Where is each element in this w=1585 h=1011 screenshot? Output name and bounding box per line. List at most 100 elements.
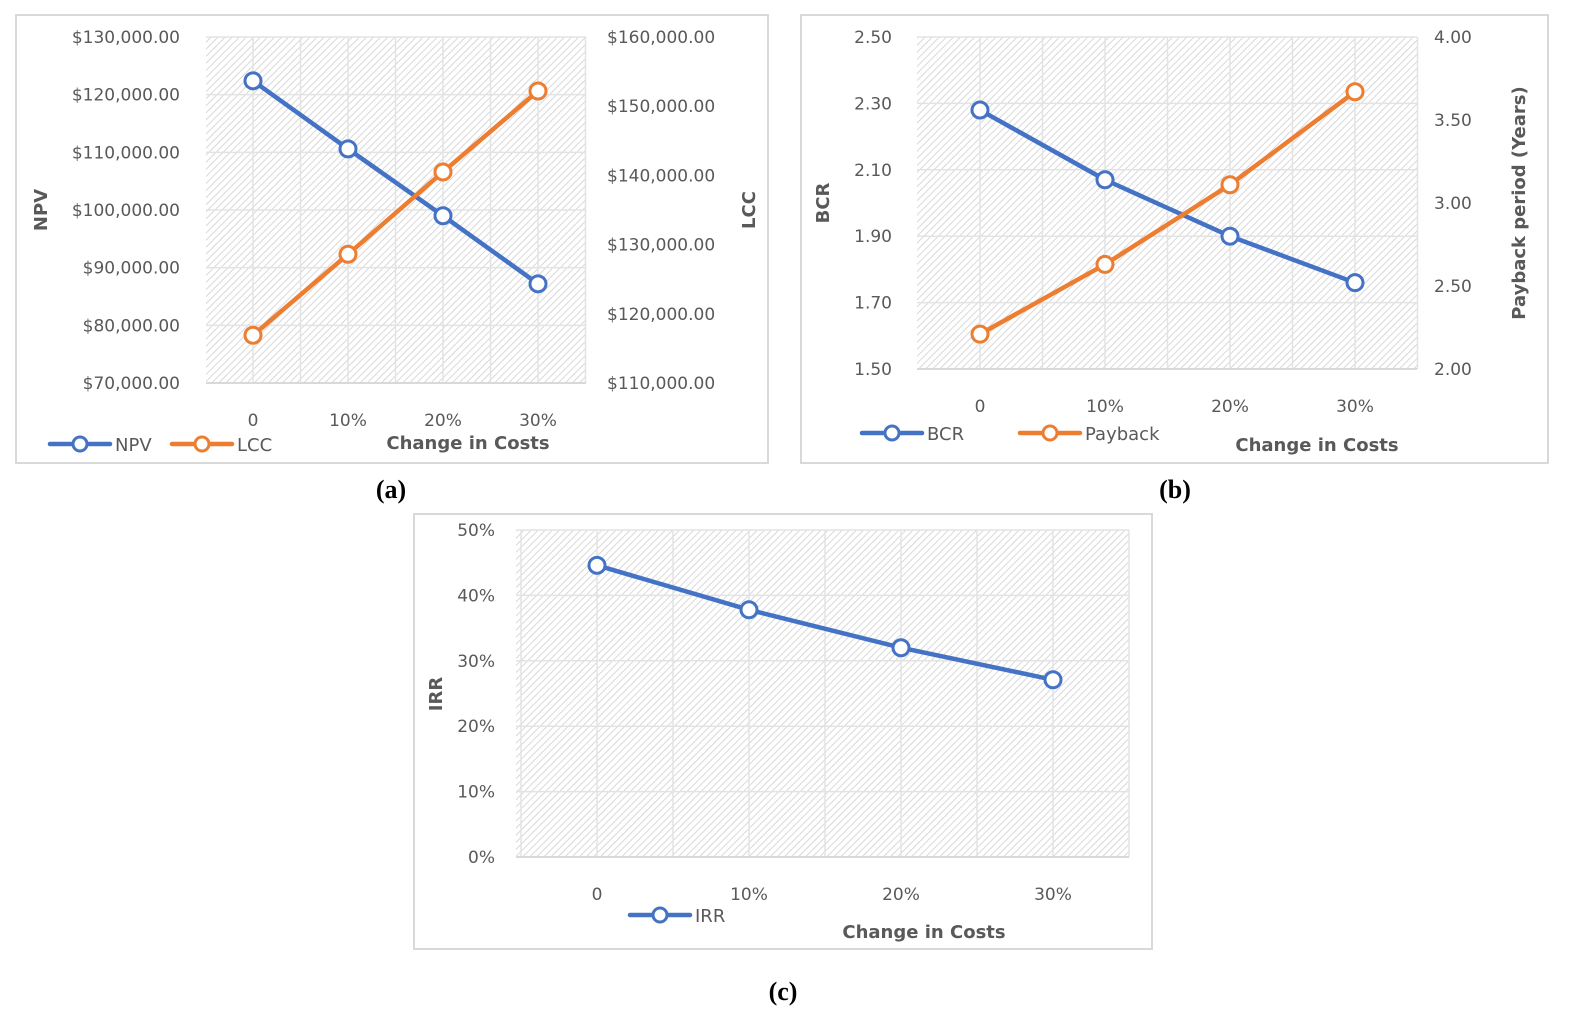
series-line-payback [978, 89, 1357, 337]
data-point-lcc [243, 325, 263, 345]
chart-c-y-axis-title: IRR [426, 677, 447, 712]
y-tick-label: $80,000.00 [83, 316, 180, 336]
plot-background [516, 530, 1129, 857]
y2-tick-label: $110,000.00 [607, 374, 715, 394]
data-point-payback [1220, 175, 1240, 195]
series-bcr [970, 100, 1365, 293]
y2-tick-label: 2.50 [1434, 277, 1472, 297]
y-tick-label: 10% [457, 783, 495, 803]
chart-a: NPV LCC Change in Costs (a) $70,000.00 $8… [31, 28, 760, 504]
legend-item-irr: IRR [627, 906, 725, 927]
x-tick-label: 0 [975, 397, 986, 417]
y-tick-label: $120,000.00 [72, 86, 180, 106]
y2-tick-label: 3.50 [1434, 111, 1472, 131]
legend-label: NPV [115, 435, 152, 456]
chart-a-x-axis-title: Change in Costs [386, 433, 549, 454]
x-tick-label: 30% [1336, 397, 1374, 417]
data-point-payback [1345, 82, 1365, 102]
chart-b-y2-axis-title: Payback period (Years) [1509, 86, 1530, 319]
x-tick-label: 20% [424, 411, 462, 431]
data-point-irr [739, 600, 759, 620]
chart-c-x-axis-title: Change in Costs [842, 922, 1005, 943]
series-line-lcc [251, 89, 540, 337]
chart-a-y-axis-title: NPV [31, 189, 52, 231]
y-tick-label: $100,000.00 [72, 201, 180, 221]
y-tick-label: $130,000.00 [72, 28, 180, 48]
x-tick-label: 30% [1034, 885, 1072, 905]
data-point-npv [243, 71, 263, 91]
chart-c-plot-area [516, 529, 1130, 858]
data-point-payback [970, 324, 990, 344]
legend-marker-icon [883, 424, 901, 442]
y-tick-label: 20% [457, 717, 495, 737]
y-tick-label: 1.70 [854, 294, 892, 314]
series-irr [587, 555, 1063, 690]
data-point-lcc [528, 81, 548, 101]
y-tick-label: $110,000.00 [72, 143, 180, 163]
data-point-npv [338, 139, 358, 159]
y2-tick-label: 2.00 [1434, 360, 1472, 380]
y-tick-label: 40% [457, 586, 495, 606]
series-npv [243, 71, 548, 294]
series-line-npv [251, 78, 540, 286]
y-tick-label: 2.30 [854, 94, 892, 114]
legend-item-bcr: BCR [859, 424, 964, 445]
legend-item-lcc: LCC [169, 435, 272, 456]
data-point-payback [1095, 254, 1115, 274]
legend-item-payback: Payback [1017, 424, 1160, 445]
chart-b: BCR Payback period (Years) Change in Cos… [813, 28, 1530, 504]
legend-label: IRR [695, 906, 725, 927]
y-tick-label: 30% [457, 652, 495, 672]
legend-marker-icon [651, 906, 669, 924]
y-tick-label: 2.10 [854, 161, 892, 181]
x-tick-label: 10% [730, 885, 768, 905]
y2-tick-label: 3.00 [1434, 194, 1472, 214]
y2-tick-label: $130,000.00 [607, 236, 715, 256]
legend-item-npv: NPV [47, 435, 152, 456]
x-tick-label: 10% [329, 411, 367, 431]
chart-b-plot-area [917, 36, 1419, 370]
y-tick-label: 2.50 [854, 28, 892, 48]
x-tick-label: 20% [882, 885, 920, 905]
data-point-bcr [1095, 170, 1115, 190]
chart-b-caption: (b) [1159, 475, 1191, 504]
chart-a-caption: (a) [376, 475, 406, 504]
x-tick-label: 0 [592, 885, 603, 905]
legend-label: BCR [927, 424, 964, 445]
y2-tick-label: $120,000.00 [607, 305, 715, 325]
y-tick-label: 50% [457, 521, 495, 541]
legend-marker-icon [193, 435, 211, 453]
y2-tick-label: $160,000.00 [607, 28, 715, 48]
series-line-bcr [978, 108, 1356, 285]
data-point-bcr [1345, 273, 1365, 293]
x-tick-label: 0 [248, 411, 259, 431]
y-tick-label: 1.50 [854, 360, 892, 380]
data-point-npv [433, 206, 453, 226]
chart-b-y-axis-title: BCR [813, 182, 834, 223]
legend-marker-icon [1041, 424, 1059, 442]
y-tick-label: $70,000.00 [83, 374, 180, 394]
data-point-npv [528, 274, 548, 294]
data-point-irr [1043, 670, 1063, 690]
legend-label: Payback [1085, 424, 1160, 445]
y-tick-label: $90,000.00 [83, 259, 180, 279]
y2-tick-label: $140,000.00 [607, 166, 715, 186]
data-point-lcc [338, 244, 358, 264]
chart-a-y2-axis-title: LCC [739, 191, 760, 229]
series-lcc [243, 81, 548, 345]
y-tick-label: 1.90 [854, 227, 892, 247]
data-point-irr [587, 555, 607, 575]
data-point-lcc [433, 162, 453, 182]
x-tick-label: 30% [519, 411, 557, 431]
x-tick-label: 20% [1211, 397, 1249, 417]
data-point-irr [891, 638, 911, 658]
y2-tick-label: 4.00 [1434, 28, 1472, 48]
data-point-bcr [1220, 226, 1240, 246]
chart-c: IRR Change in Costs (c) 0% 10% 20% 30% 40% 50… [426, 521, 1130, 1006]
y2-tick-label: $150,000.00 [607, 97, 715, 117]
y-tick-label: 0% [468, 848, 495, 868]
chart-c-caption: (c) [769, 977, 798, 1006]
chart-b-x-axis-title: Change in Costs [1235, 435, 1398, 456]
legend-label: LCC [237, 435, 272, 456]
